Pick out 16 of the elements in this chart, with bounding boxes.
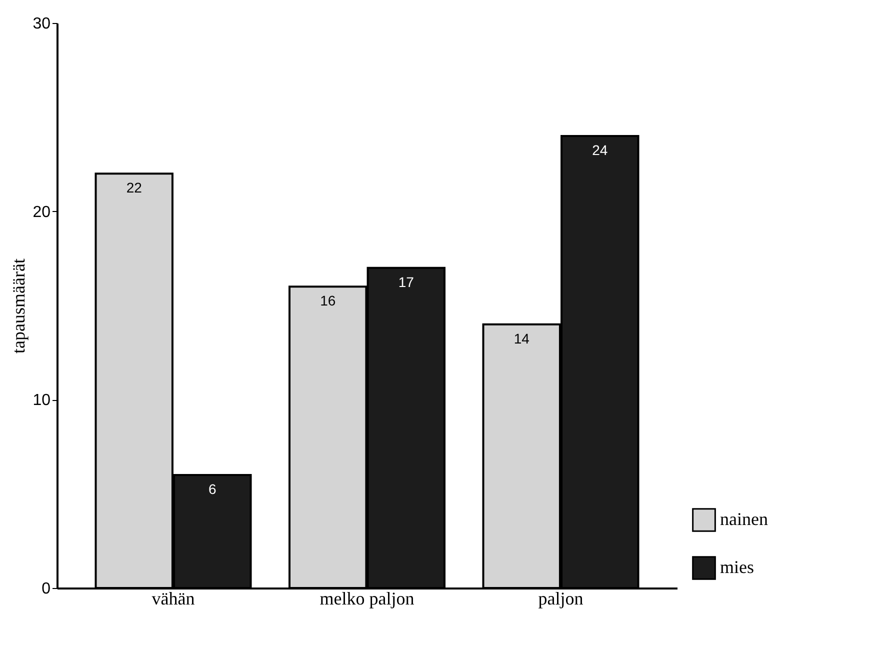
data-label: 24 <box>592 142 608 158</box>
legend-label: mies <box>720 557 754 577</box>
y-axis-title: tapausmäärät <box>8 258 29 354</box>
y-tick-label: 20 <box>32 204 51 221</box>
data-label: 14 <box>514 330 530 346</box>
x-tick-label: paljon <box>538 588 584 608</box>
legend-label: nainen <box>720 509 768 529</box>
data-label: 6 <box>208 481 216 497</box>
y-tick-label: 0 <box>42 580 51 598</box>
data-label: 22 <box>126 180 142 196</box>
x-tick-label: vähän <box>152 588 195 608</box>
x-tick-label: melko paljon <box>320 588 414 608</box>
y-tick-label: 30 <box>32 16 51 32</box>
y-tick-label: 10 <box>32 392 51 410</box>
data-label: 16 <box>320 292 336 309</box>
data-label: 17 <box>398 274 414 290</box>
